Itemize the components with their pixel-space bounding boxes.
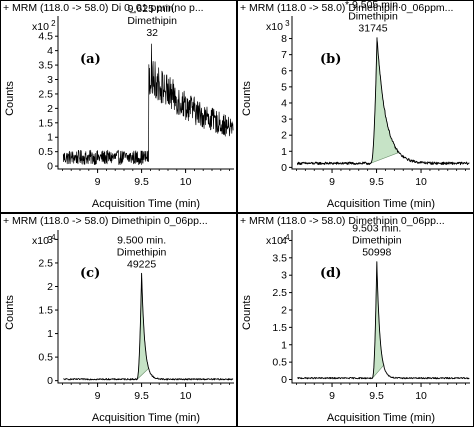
chart-panel-d: + MRM (118.0 -> 58.0) Dimethipin 0_06pp.… [237, 213, 474, 427]
axes-frame [291, 16, 470, 170]
y-tick-label: 3 [281, 270, 287, 282]
panel-header: + MRM (118.0 -> 58.0) Dimethipin 0_06pp.… [3, 215, 208, 227]
x-tick-label: 9 [329, 176, 335, 188]
peak-annotation-line: 32 [146, 27, 158, 39]
chromatogram-trace [296, 37, 470, 166]
panel-header: + MRM (118.0 -> 58.0) Di 0_01 ppm(no p..… [3, 2, 204, 14]
chart-panel-c: + MRM (118.0 -> 58.0) Dimethipin 0_06pp.… [0, 213, 237, 427]
panel-header: + MRM (118.0 -> 58.0) Dimethipin 0_06pp.… [240, 215, 445, 227]
y-tick-label: 2.5 [38, 88, 53, 100]
x-tick-label: 10 [415, 176, 427, 188]
y-multiplier: x10 3 [266, 19, 290, 33]
peak-annotation-line: 9.503 min. [352, 223, 401, 235]
y-tick-label: 1 [281, 339, 287, 351]
y-tick-label: 1 [47, 328, 53, 340]
y-axis-label: Counts [4, 295, 16, 330]
panel-label: (a) [80, 52, 101, 67]
y-tick-label: 1.5 [38, 117, 53, 129]
x-tick-label: 9.5 [134, 176, 149, 188]
peak-annotation-line: 9.500 min. [117, 234, 166, 246]
y-tick-label: 2 [281, 130, 287, 142]
axes-frame [57, 16, 234, 170]
y-tick-label: 4.5 [38, 31, 53, 43]
y-tick-label: 0.5 [272, 357, 287, 369]
y-tick-label: 3 [281, 114, 287, 126]
y-axis-label: Counts [241, 81, 253, 116]
y-tick-label: 1.5 [272, 322, 287, 334]
x-tick-label: 9.5 [369, 176, 384, 188]
chromatogram-trace [297, 261, 470, 380]
y-tick-label: 0 [281, 374, 287, 386]
x-tick-label: 10 [180, 390, 192, 402]
x-tick-label: 10 [415, 390, 427, 402]
y-tick-label: 4 [281, 235, 287, 247]
y-tick-label: 6 [281, 65, 287, 77]
chromatogram-trace [62, 43, 234, 165]
y-tick-label: 2 [47, 281, 53, 293]
y-tick-label: 8 [281, 33, 287, 45]
panel-label: (c) [80, 266, 100, 281]
y-tick-label: 1 [281, 146, 287, 158]
y-tick-label: 2 [47, 103, 53, 115]
y-tick-label: 0 [281, 162, 287, 174]
peak-annotation-line: Dimethipin [117, 246, 167, 258]
y-tick-label: 2.5 [38, 257, 53, 269]
x-tick-label: 10 [180, 176, 192, 188]
peak-annotation-line: * 9.505 min. [345, 0, 401, 11]
y-tick-label: 0 [47, 375, 53, 387]
y-tick-label: 3.5 [272, 252, 287, 264]
chromatogram-trace [63, 272, 234, 381]
x-tick-label: 9.5 [134, 390, 149, 402]
y-tick-label: 7 [281, 49, 287, 61]
y-tick-label: 2.5 [272, 287, 287, 299]
peak-annotation-line: Dimethipin [348, 11, 398, 23]
y-tick-label: 0.5 [38, 352, 53, 364]
x-axis-label: Acquisition Time (min) [327, 198, 435, 210]
y-axis-label: Counts [241, 295, 253, 330]
y-tick-label: 2 [281, 304, 287, 316]
peak-annotation-line: Dimethipin [352, 235, 402, 247]
x-tick-label: 9.5 [369, 390, 384, 402]
x-tick-label: 9 [329, 390, 335, 402]
x-tick-label: 9 [95, 176, 101, 188]
y-tick-label: 1.5 [38, 305, 53, 317]
panel-label: (b) [320, 52, 341, 67]
y-tick-label: 3 [47, 234, 53, 246]
chart-panel-b: + MRM (118.0 -> 58.0) Dimethipin 0_06ppm… [237, 0, 474, 213]
y-axis-label: Counts [4, 81, 16, 116]
y-tick-label: 1 [47, 132, 53, 144]
axes-frame [57, 230, 234, 384]
y-tick-label: 5 [281, 81, 287, 93]
peak-annotation-line: 49225 [127, 258, 156, 270]
y-tick-label: 3.5 [38, 60, 53, 72]
y-tick-label: 4 [281, 97, 287, 109]
panel-label: (d) [320, 266, 341, 281]
y-tick-label: 3 [47, 74, 53, 86]
panel-header: + MRM (118.0 -> 58.0) Dimethipin 0_06ppm… [240, 2, 453, 14]
x-axis-label: Acquisition Time (min) [92, 412, 200, 424]
y-tick-label: 0.5 [38, 146, 53, 158]
peak-annotation-line: 9.625 min. [128, 3, 177, 15]
x-axis-label: Acquisition Time (min) [92, 198, 200, 210]
x-tick-label: 9 [95, 390, 101, 402]
chart-panel-a: + MRM (118.0 -> 58.0) Di 0_01 ppm(no p..… [0, 0, 237, 213]
peak-annotation-line: Dimethipin [127, 15, 177, 27]
y-tick-label: 4 [47, 45, 53, 57]
x-axis-label: Acquisition Time (min) [327, 412, 435, 424]
y-tick-label: 0 [47, 161, 53, 173]
peak-annotation-line: 31745 [358, 23, 387, 35]
axes-frame [291, 230, 470, 384]
panel-border [0, 0, 237, 213]
peak-annotation-line: 50998 [362, 247, 391, 259]
